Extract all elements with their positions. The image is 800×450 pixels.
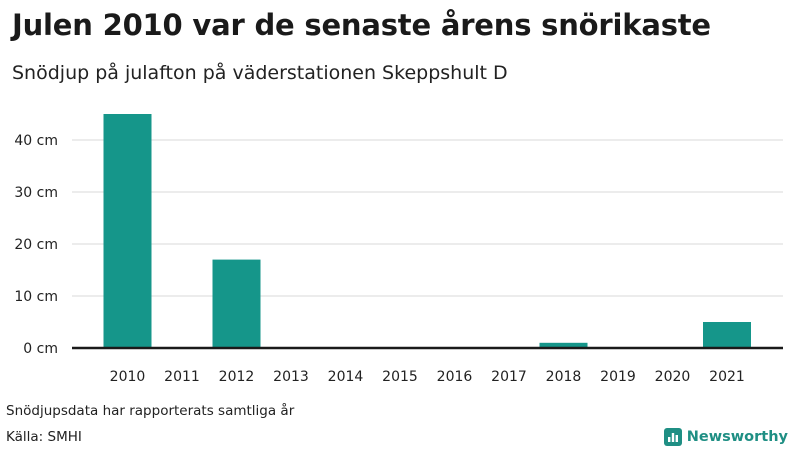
x-tick-label: 2018 xyxy=(546,369,582,385)
x-tick-label: 2017 xyxy=(491,369,527,385)
y-tick-label: 40 cm xyxy=(14,133,58,149)
x-tick-label: 2019 xyxy=(600,369,636,385)
y-tick-label: 10 cm xyxy=(14,289,58,305)
x-tick-label: 2013 xyxy=(273,369,309,385)
bars xyxy=(103,114,751,348)
bar-chart-icon xyxy=(663,428,682,446)
x-tick-label: 2011 xyxy=(164,369,200,385)
y-tick-label: 20 cm xyxy=(14,237,58,253)
footnote: Snödjupsdata har rapporterats samtliga å… xyxy=(6,403,295,419)
bar-2018 xyxy=(539,342,588,348)
x-tick-label: 2015 xyxy=(382,369,418,385)
source-note: Källa: SMHI xyxy=(6,429,82,445)
bar-2021 xyxy=(703,322,751,348)
y-tick-label: 0 cm xyxy=(23,341,58,357)
x-tick-label: 2016 xyxy=(437,369,473,385)
brand-name: Newsworthy xyxy=(686,429,788,445)
bar-2012 xyxy=(212,259,261,348)
gridlines xyxy=(72,139,783,297)
x-tick-label: 2010 xyxy=(110,369,146,385)
axes: 0 cm 10 cm 20 cm 30 cm 40 cm 2010 2011 2012 2013… xyxy=(14,133,783,385)
x-tick-label: 2021 xyxy=(709,369,745,385)
chart-subtitle: Snödjup på julafton på väderstationen Sk… xyxy=(12,62,508,84)
y-tick-label: 30 cm xyxy=(14,185,58,201)
chart-title: Julen 2010 var de senaste årens snörikas… xyxy=(12,8,711,42)
bar-2010 xyxy=(103,114,152,348)
x-tick-label: 2012 xyxy=(219,369,255,385)
x-tick-label: 2014 xyxy=(328,369,364,385)
brand-logo: Newsworthy xyxy=(663,428,788,446)
x-tick-label: 2020 xyxy=(655,369,691,385)
